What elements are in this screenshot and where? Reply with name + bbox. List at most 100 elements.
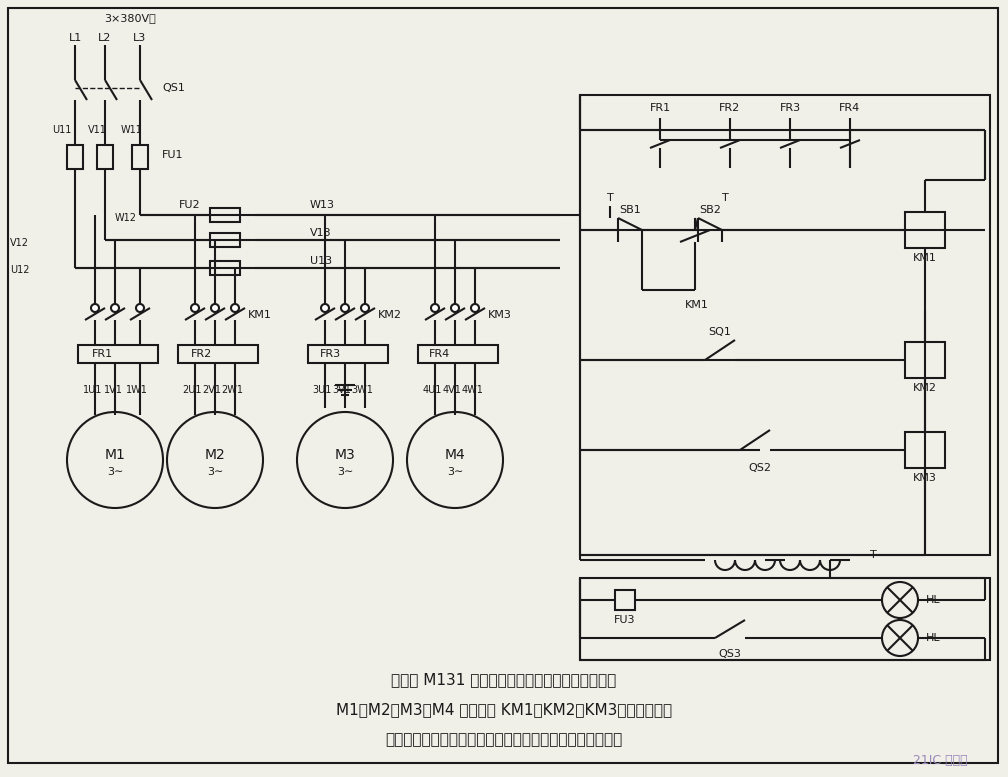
Circle shape	[211, 304, 219, 312]
Text: HL: HL	[926, 633, 940, 643]
Text: SB2: SB2	[700, 205, 721, 215]
Circle shape	[231, 304, 239, 312]
Text: T: T	[607, 193, 614, 203]
Circle shape	[431, 304, 439, 312]
Bar	[615, 590, 635, 610]
Bar	[580, 95, 990, 555]
Text: V12: V12	[10, 238, 29, 248]
Circle shape	[111, 304, 119, 312]
Text: 2V1: 2V1	[203, 385, 222, 395]
Circle shape	[167, 412, 263, 508]
Text: 1V1: 1V1	[104, 385, 122, 395]
Text: 4V1: 4V1	[443, 385, 462, 395]
Text: 1U1: 1U1	[84, 385, 103, 395]
Circle shape	[67, 412, 163, 508]
Text: W12: W12	[115, 213, 137, 223]
Bar	[580, 578, 990, 660]
Text: 所示为 M131 型外圆磨床电气原理图，四台电动机: 所示为 M131 型外圆磨床电气原理图，四台电动机	[391, 673, 617, 688]
Text: FR1: FR1	[649, 103, 670, 113]
Bar	[78, 345, 158, 363]
Circle shape	[341, 304, 349, 312]
Text: 1W1: 1W1	[126, 385, 148, 395]
Text: FR3: FR3	[779, 103, 800, 113]
Circle shape	[91, 304, 99, 312]
Text: U11: U11	[52, 125, 72, 135]
Circle shape	[321, 304, 329, 312]
Bar	[67, 145, 83, 169]
Circle shape	[471, 304, 479, 312]
Bar	[210, 261, 240, 275]
Text: V11: V11	[88, 125, 107, 135]
Text: M4: M4	[445, 448, 466, 462]
Text: QS2: QS2	[749, 463, 771, 473]
Text: 3∼: 3∼	[447, 467, 464, 477]
Text: 3∼: 3∼	[207, 467, 223, 477]
Bar	[905, 342, 946, 378]
Circle shape	[882, 582, 918, 618]
Text: FR3: FR3	[320, 349, 341, 359]
Text: V13: V13	[310, 228, 332, 238]
Text: FR1: FR1	[92, 349, 113, 359]
Bar	[97, 145, 113, 169]
Bar	[418, 345, 498, 363]
Circle shape	[297, 412, 393, 508]
Text: 21IC 电子网: 21IC 电子网	[912, 754, 968, 766]
Text: L2: L2	[99, 33, 112, 43]
Text: W11: W11	[121, 125, 143, 135]
Text: KM2: KM2	[378, 310, 402, 320]
Text: FU1: FU1	[162, 150, 183, 160]
Text: 2W1: 2W1	[221, 385, 243, 395]
Circle shape	[882, 620, 918, 656]
Bar	[210, 233, 240, 247]
Text: 4U1: 4U1	[422, 385, 442, 395]
Text: 2U1: 2U1	[182, 385, 202, 395]
Text: 3×380V～: 3×380V～	[104, 13, 156, 23]
Text: L3: L3	[133, 33, 146, 43]
Text: 3∼: 3∼	[337, 467, 353, 477]
Text: FR2: FR2	[192, 349, 213, 359]
Text: T: T	[722, 193, 729, 203]
Text: FU2: FU2	[178, 200, 200, 210]
Circle shape	[451, 304, 459, 312]
Text: KM3: KM3	[913, 473, 937, 483]
Text: FR2: FR2	[720, 103, 741, 113]
Text: M1: M1	[105, 448, 125, 462]
Text: 3U1: 3U1	[312, 385, 332, 395]
Text: KM1: KM1	[913, 253, 937, 263]
Text: FR4: FR4	[429, 349, 451, 359]
Text: U13: U13	[310, 256, 332, 266]
Text: FR4: FR4	[840, 103, 861, 113]
Text: SQ1: SQ1	[709, 327, 732, 337]
Bar	[132, 145, 148, 169]
Bar	[905, 212, 946, 248]
Text: KM2: KM2	[913, 383, 937, 393]
Text: U12: U12	[10, 265, 29, 275]
Circle shape	[407, 412, 503, 508]
Text: 3∼: 3∼	[107, 467, 123, 477]
Text: L1: L1	[69, 33, 82, 43]
Bar	[308, 345, 388, 363]
Text: 机均有热继电器进行过载保护，并且有燕断器作短路保护。: 机均有热继电器进行过载保护，并且有燕断器作短路保护。	[385, 733, 623, 747]
Circle shape	[361, 304, 369, 312]
Text: 3V1: 3V1	[333, 385, 352, 395]
Text: M3: M3	[335, 448, 356, 462]
Text: SB1: SB1	[619, 205, 641, 215]
Bar	[178, 345, 258, 363]
Text: QS1: QS1	[162, 83, 184, 93]
Text: M2: M2	[205, 448, 226, 462]
Text: KM1: KM1	[248, 310, 272, 320]
Text: FU3: FU3	[614, 615, 636, 625]
Circle shape	[136, 304, 144, 312]
Text: T: T	[870, 550, 877, 560]
Text: 3W1: 3W1	[351, 385, 373, 395]
Text: KM3: KM3	[488, 310, 512, 320]
Text: KM1: KM1	[685, 300, 709, 310]
Text: W13: W13	[310, 200, 335, 210]
Text: M1、M2、M3、M4 由接触器 KM1、KM2、KM3控制。每台电: M1、M2、M3、M4 由接触器 KM1、KM2、KM3控制。每台电	[336, 702, 672, 717]
Bar	[905, 432, 946, 468]
Text: HL: HL	[926, 595, 940, 605]
Circle shape	[191, 304, 199, 312]
Bar	[210, 208, 240, 222]
Text: 4W1: 4W1	[461, 385, 483, 395]
Text: QS3: QS3	[719, 649, 742, 659]
